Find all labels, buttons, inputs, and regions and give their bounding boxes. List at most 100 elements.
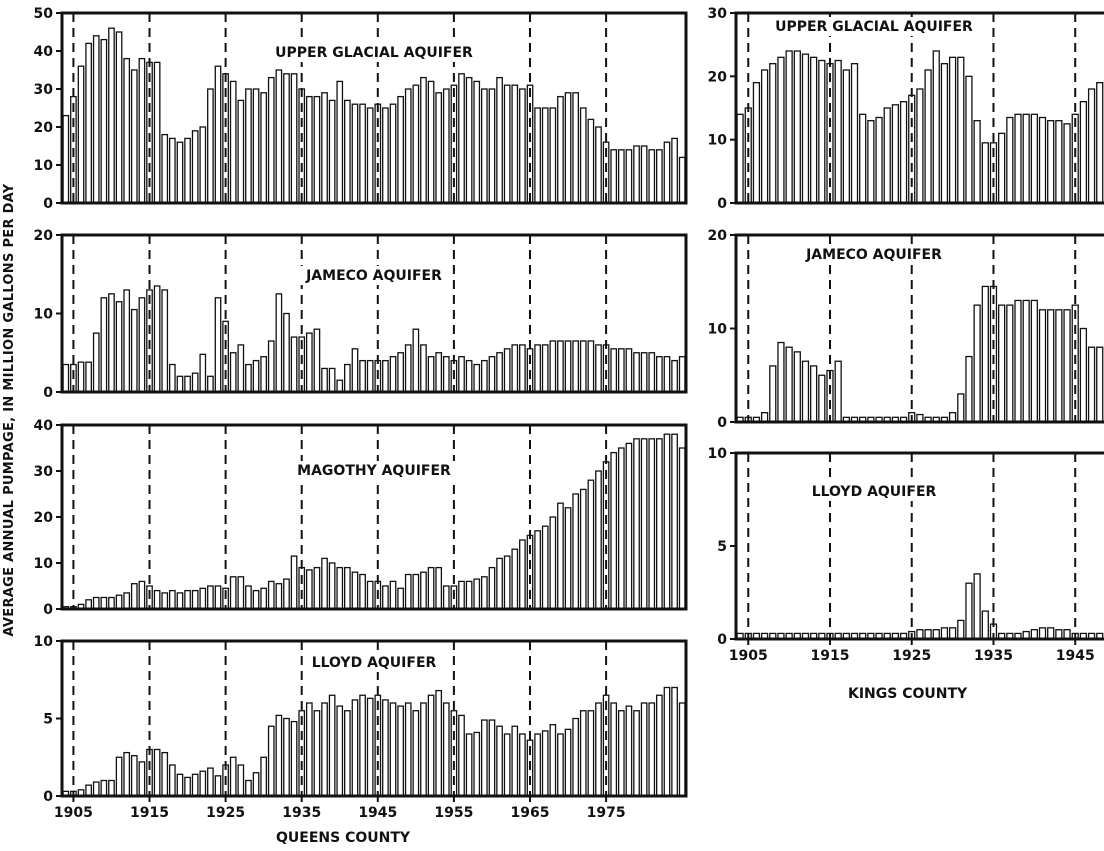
bar <box>633 352 640 393</box>
bar <box>123 751 131 797</box>
x-tick-label: 1925 <box>892 648 931 664</box>
bar <box>1071 113 1079 204</box>
bar <box>336 566 344 610</box>
bar <box>769 365 777 423</box>
bar <box>420 702 427 797</box>
y-tick-label: 40 <box>34 44 54 60</box>
bar <box>625 442 633 610</box>
bar <box>344 363 351 393</box>
bar <box>229 756 237 797</box>
x-tick-label: 1935 <box>974 648 1013 664</box>
bar <box>663 141 671 204</box>
bar <box>973 573 981 640</box>
bar <box>981 610 989 640</box>
bar <box>442 356 450 393</box>
bar <box>237 344 245 393</box>
y-tick-label: 20 <box>708 69 728 85</box>
bar <box>671 433 678 610</box>
bar <box>465 733 473 797</box>
y-axis-label: AVERAGE ANNUAL PUMPAGE, IN MILLION GALLO… <box>2 183 17 637</box>
bar <box>412 328 420 393</box>
x-tick-label: 1925 <box>206 805 245 821</box>
bar <box>404 702 412 797</box>
bar <box>557 340 564 393</box>
bar <box>161 133 169 204</box>
bar <box>237 99 245 204</box>
bar <box>245 779 252 797</box>
bar <box>321 367 328 393</box>
bar <box>473 80 481 204</box>
bar <box>663 686 671 797</box>
bar <box>351 103 359 204</box>
bar <box>351 699 359 797</box>
bar <box>328 367 336 393</box>
bar <box>834 59 842 204</box>
bar <box>153 589 161 610</box>
bar <box>412 710 420 797</box>
bar <box>344 566 351 610</box>
bar <box>564 92 572 204</box>
bar <box>267 340 275 393</box>
bar <box>678 702 686 797</box>
bar <box>359 573 366 610</box>
bar <box>948 56 957 204</box>
bar <box>382 699 389 797</box>
bar <box>229 352 237 393</box>
bar <box>610 149 618 204</box>
bar <box>1047 627 1055 640</box>
bar <box>1038 309 1047 423</box>
bar <box>671 359 678 393</box>
bar <box>161 751 169 797</box>
bar <box>663 433 671 610</box>
bar <box>760 69 769 204</box>
bar <box>981 285 989 423</box>
bar <box>640 145 648 204</box>
panel-title-bg <box>293 461 455 480</box>
bar <box>503 555 511 610</box>
bar <box>549 107 557 204</box>
bar <box>965 582 973 640</box>
bar <box>924 69 932 204</box>
bar <box>1096 346 1104 423</box>
kings-county-label: KINGS COUNTY <box>848 686 968 702</box>
bar <box>108 596 115 610</box>
x-tick-label: 1945 <box>358 805 397 821</box>
bar <box>404 88 412 204</box>
bar <box>496 76 503 204</box>
bar <box>648 149 656 204</box>
bar <box>108 293 115 393</box>
bar <box>458 714 465 797</box>
bar <box>245 585 252 610</box>
bar <box>267 725 275 797</box>
bar <box>176 375 184 393</box>
bar <box>435 352 443 393</box>
bar <box>648 702 656 797</box>
bar <box>237 576 245 610</box>
bar <box>519 539 526 610</box>
bar <box>957 56 965 204</box>
x-tick-label: 1915 <box>130 805 169 821</box>
bar <box>473 363 481 393</box>
bar <box>344 99 351 204</box>
bar <box>397 705 404 797</box>
bar <box>633 710 640 797</box>
bar <box>1087 346 1096 423</box>
bar <box>678 356 686 393</box>
x-tick-label: 1905 <box>54 805 93 821</box>
bar <box>321 702 328 797</box>
bar <box>245 363 252 393</box>
bar <box>427 356 435 393</box>
panel-frame <box>60 11 688 205</box>
bar <box>130 755 138 797</box>
bar <box>305 332 313 393</box>
bar <box>465 580 473 610</box>
bar <box>859 113 867 204</box>
bar <box>610 348 618 393</box>
bar <box>267 580 275 610</box>
bar <box>207 88 214 204</box>
bar <box>267 76 275 204</box>
bar <box>916 88 924 204</box>
bar <box>366 107 374 204</box>
bar <box>168 363 176 393</box>
bar <box>656 356 663 393</box>
